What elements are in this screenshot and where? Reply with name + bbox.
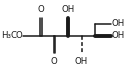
Text: O: O <box>51 57 58 66</box>
Text: OH: OH <box>61 5 75 14</box>
Text: OH: OH <box>75 57 88 66</box>
Text: OH: OH <box>111 31 125 40</box>
Text: OH: OH <box>111 19 125 28</box>
Text: H₃C: H₃C <box>1 31 17 40</box>
Text: O: O <box>16 31 22 40</box>
Text: O: O <box>37 5 44 14</box>
